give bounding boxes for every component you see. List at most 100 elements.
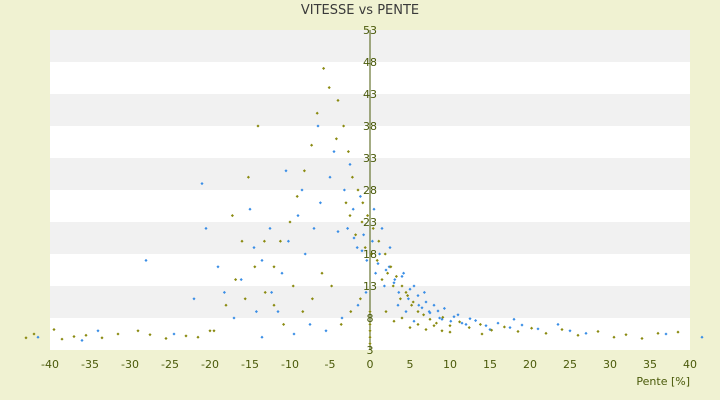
data-point [356, 303, 360, 307]
data-point [368, 322, 372, 326]
data-point [512, 317, 516, 321]
data-point [596, 329, 600, 333]
x-tick-label: -5 [325, 358, 336, 371]
x-tick-label: -15 [241, 358, 259, 371]
data-point [624, 333, 628, 337]
data-point [310, 143, 314, 147]
data-point [408, 287, 412, 291]
x-tick-label: 20 [523, 358, 537, 371]
data-point [346, 226, 350, 230]
data-point [422, 313, 426, 317]
data-point [516, 329, 520, 333]
x-tick-label: -20 [201, 358, 219, 371]
data-point [348, 162, 352, 166]
y-tick-label: 23 [363, 216, 377, 229]
data-point [386, 271, 390, 275]
data-point [339, 322, 343, 326]
y-tick-label: 53 [363, 24, 377, 37]
data-point [568, 329, 572, 333]
data-point [234, 278, 238, 282]
x-tick-label: 40 [683, 358, 697, 371]
data-point [700, 335, 704, 339]
x-tick-label: -25 [161, 358, 179, 371]
data-point [280, 271, 284, 275]
data-point [372, 207, 376, 211]
data-point [416, 310, 420, 314]
data-point [416, 322, 420, 326]
data-point [384, 268, 388, 272]
data-point [254, 310, 258, 314]
data-point [676, 330, 680, 334]
data-point [351, 207, 355, 211]
data-point [324, 329, 328, 333]
data-point [384, 310, 388, 314]
data-point [434, 321, 438, 325]
data-point [184, 334, 188, 338]
data-point [560, 327, 564, 332]
data-point [441, 315, 445, 319]
data-point [452, 315, 456, 319]
data-point [295, 194, 299, 198]
data-point [246, 175, 250, 179]
data-point [496, 321, 500, 325]
y-tick-label: 13 [363, 280, 377, 293]
y-tick-label: 33 [363, 152, 377, 165]
data-point [400, 274, 404, 278]
data-point [530, 326, 534, 330]
data-point [440, 329, 444, 333]
data-point [260, 335, 264, 339]
x-tick-label: -30 [121, 358, 139, 371]
data-point [263, 290, 267, 294]
data-point [389, 265, 393, 269]
data-point [640, 336, 644, 341]
x-tick-label: -10 [281, 358, 299, 371]
data-point [392, 319, 396, 323]
data-point [364, 290, 368, 294]
data-point [204, 226, 208, 230]
data-point [96, 329, 100, 333]
data-point [412, 284, 416, 288]
data-point [474, 319, 478, 323]
data-point [448, 330, 452, 334]
data-point [368, 342, 372, 346]
data-point [420, 306, 424, 310]
data-point [52, 327, 56, 332]
data-point [350, 175, 354, 179]
data-point [391, 284, 395, 288]
data-point [196, 335, 200, 339]
data-point [278, 239, 282, 243]
data-point [377, 239, 381, 243]
data-point [393, 278, 397, 282]
data-point [432, 303, 436, 307]
data-point [387, 265, 391, 269]
data-point [410, 303, 414, 307]
data-point [375, 258, 379, 262]
data-point [312, 226, 316, 230]
data-point [400, 284, 404, 288]
data-point [392, 281, 396, 285]
data-point [276, 310, 280, 314]
data-point [656, 331, 660, 335]
data-point [144, 258, 148, 262]
data-point [320, 271, 324, 275]
data-point [480, 332, 484, 336]
data-point [272, 303, 276, 307]
data-point [340, 316, 344, 320]
data-point [460, 321, 464, 325]
data-point [432, 324, 436, 328]
data-point [368, 329, 372, 333]
y-tick-label: 8 [367, 312, 374, 325]
data-point [301, 310, 305, 314]
data-point [382, 284, 386, 288]
x-tick-label: 0 [367, 358, 374, 371]
data-point [270, 290, 274, 294]
data-point [467, 326, 471, 330]
data-point [406, 297, 410, 301]
data-point [224, 303, 228, 307]
data-point [417, 303, 421, 307]
y-tick-label: 18 [363, 248, 377, 261]
y-tick-label: 28 [363, 184, 377, 197]
data-point [260, 258, 264, 262]
